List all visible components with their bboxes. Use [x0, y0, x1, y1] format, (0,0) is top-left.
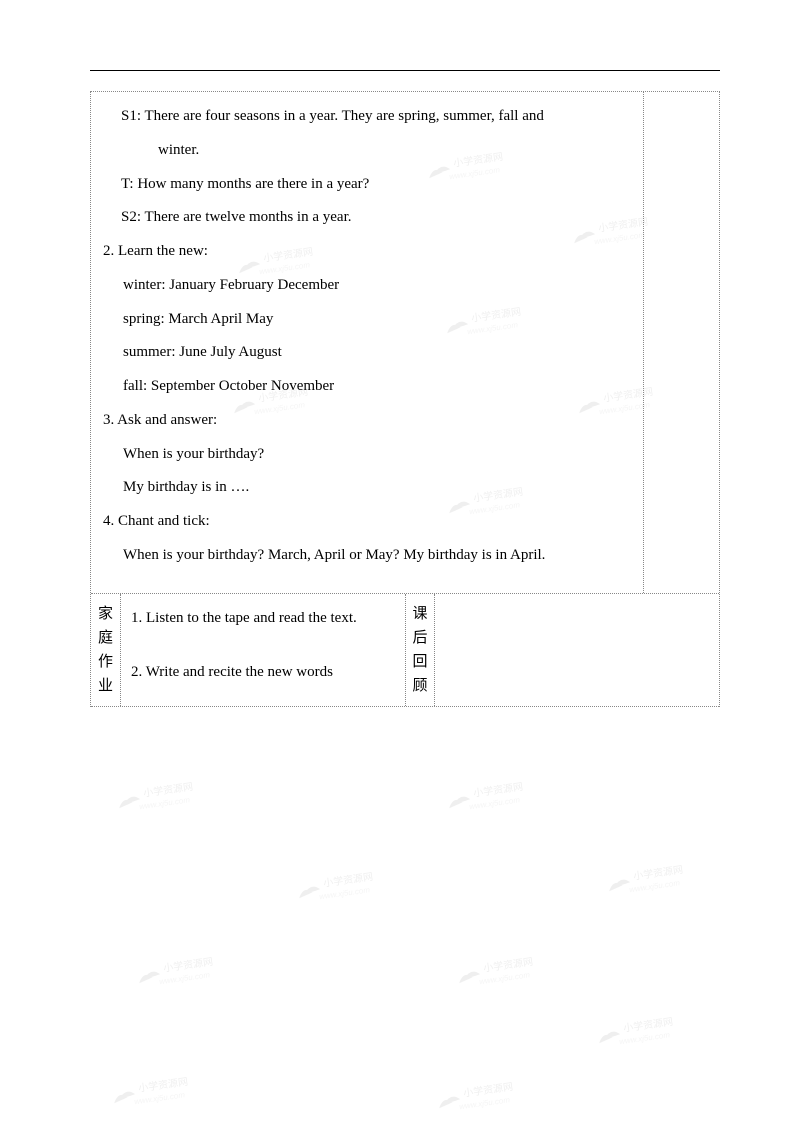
svg-text:www.xj5u.com: www.xj5u.com: [159, 970, 211, 986]
hw-char-4: 业: [98, 674, 113, 698]
line-spring: spring: March April May: [103, 303, 631, 337]
rv-char-2: 后: [412, 626, 427, 650]
line-fall: fall: September October November: [103, 370, 631, 404]
homework-content: 1. Listen to the tape and read the text.…: [121, 594, 405, 706]
svg-text:小学资源网: 小学资源网: [162, 955, 213, 975]
chant-heading: 4. Chant and tick:: [103, 505, 631, 539]
line-summer: summer: June July August: [103, 336, 631, 370]
rv-char-3: 回: [412, 650, 427, 674]
content-block: S1: There are four seasons in a year. Th…: [91, 92, 719, 593]
homework-row: 家 庭 作 业 1. Listen to the tape and read t…: [91, 593, 719, 707]
svg-text:小学资源网: 小学资源网: [142, 780, 193, 800]
svg-text:小学资源网: 小学资源网: [632, 863, 683, 883]
line-chant: When is your birthday? March, April or M…: [103, 539, 631, 573]
svg-text:www.xj5u.com: www.xj5u.com: [319, 885, 371, 901]
svg-text:www.xj5u.com: www.xj5u.com: [619, 1030, 671, 1046]
homework-item-1: 1. Listen to the tape and read the text.: [131, 600, 395, 636]
watermark: 小学资源网 www.xj5u.com: [600, 858, 720, 900]
line-s1b: winter.: [103, 134, 631, 168]
hw-char-1: 家: [98, 602, 113, 626]
svg-text:www.xj5u.com: www.xj5u.com: [629, 878, 681, 894]
watermark: 小学资源网 www.xj5u.com: [590, 1010, 710, 1052]
line-ask2: My birthday is in ….: [103, 471, 631, 505]
svg-text:小学资源网: 小学资源网: [482, 955, 533, 975]
watermark: 小学资源网 www.xj5u.com: [110, 775, 230, 817]
svg-text:www.xj5u.com: www.xj5u.com: [469, 795, 521, 811]
lesson-box: S1: There are four seasons in a year. Th…: [90, 91, 720, 707]
svg-text:www.xj5u.com: www.xj5u.com: [479, 970, 531, 986]
review-label: 课 后 回 顾: [405, 594, 435, 706]
review-content: [435, 594, 719, 706]
watermark: 小学资源网 www.xj5u.com: [105, 1070, 225, 1112]
line-s1: S1: There are four seasons in a year. Th…: [103, 100, 631, 134]
svg-text:www.xj5u.com: www.xj5u.com: [139, 795, 191, 811]
rv-char-4: 顾: [412, 674, 427, 698]
line-ask1: When is your birthday?: [103, 438, 631, 472]
content-side: [644, 92, 719, 593]
top-rule: [90, 70, 720, 71]
line-winter: winter: January February December: [103, 269, 631, 303]
svg-text:www.xj5u.com: www.xj5u.com: [134, 1090, 186, 1106]
hw-char-3: 作: [98, 650, 113, 674]
watermark: 小学资源网 www.xj5u.com: [440, 775, 560, 817]
watermark: 小学资源网 www.xj5u.com: [130, 950, 250, 992]
line-s2: S2: There are twelve months in a year.: [103, 201, 631, 235]
learn-heading: 2. Learn the new:: [103, 235, 631, 269]
svg-text:小学资源网: 小学资源网: [472, 780, 523, 800]
ask-heading: 3. Ask and answer:: [103, 404, 631, 438]
line-t: T: How many months are there in a year?: [103, 168, 631, 202]
svg-text:小学资源网: 小学资源网: [462, 1080, 513, 1100]
homework-item-2: 2. Write and recite the new words: [131, 654, 395, 690]
svg-text:小学资源网: 小学资源网: [137, 1075, 188, 1095]
svg-text:小学资源网: 小学资源网: [322, 870, 373, 890]
svg-text:小学资源网: 小学资源网: [622, 1015, 673, 1035]
content-main: S1: There are four seasons in a year. Th…: [91, 92, 644, 593]
rv-char-1: 课: [412, 602, 427, 626]
watermark: 小学资源网 www.xj5u.com: [430, 1075, 550, 1117]
homework-label: 家 庭 作 业: [91, 594, 121, 706]
watermark: 小学资源网 www.xj5u.com: [450, 950, 570, 992]
watermark: 小学资源网 www.xj5u.com: [290, 865, 410, 907]
svg-text:www.xj5u.com: www.xj5u.com: [459, 1095, 511, 1111]
hw-char-2: 庭: [98, 626, 113, 650]
